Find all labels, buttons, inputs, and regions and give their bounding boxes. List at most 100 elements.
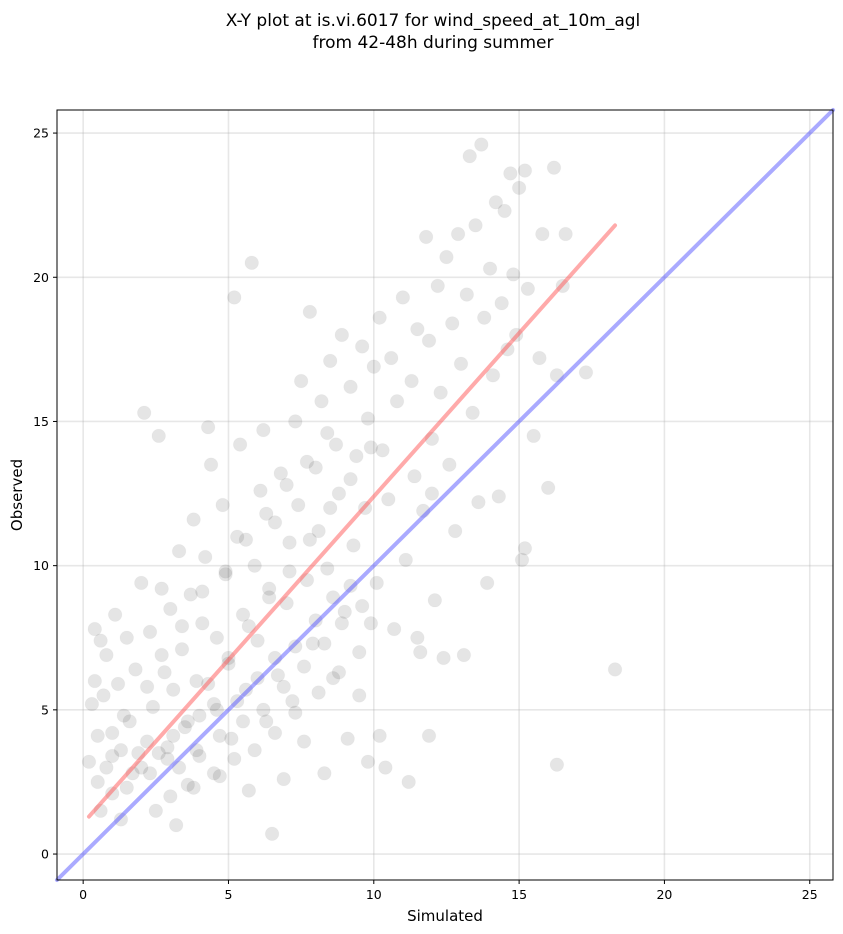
scatter-point <box>236 607 250 622</box>
scatter-point <box>143 766 157 781</box>
scatter-point <box>308 613 323 628</box>
scatter-point <box>160 752 175 766</box>
scatter-point <box>410 322 425 336</box>
scatter-point <box>477 310 492 325</box>
scatter-point <box>335 616 349 631</box>
scatter-point <box>491 489 506 504</box>
scatter-point <box>218 567 233 582</box>
scatter-point <box>183 587 198 602</box>
scatter-point <box>146 700 160 714</box>
scatter-point <box>239 532 253 547</box>
plot-frame <box>56 109 834 881</box>
scatter-point <box>387 622 401 636</box>
scatter-point <box>608 662 622 677</box>
scatter-point <box>459 287 474 302</box>
x-tick-label: 5 <box>224 887 232 902</box>
scatter-point <box>471 495 486 510</box>
line-series-1 <box>87 223 617 819</box>
scatter-point <box>105 726 120 740</box>
scatter-point <box>483 261 497 276</box>
scatter-point <box>364 616 378 631</box>
scatter-point <box>227 290 242 305</box>
scatter-point <box>137 406 151 420</box>
scatter-point <box>233 437 247 452</box>
y-tick-label: 15 <box>33 414 49 429</box>
scatter-point <box>285 694 300 708</box>
scatter-point <box>87 622 102 636</box>
scatter-point <box>535 227 550 241</box>
scatter-point <box>279 478 294 492</box>
scatter-point <box>253 483 268 498</box>
y-tick-label: 20 <box>33 270 49 285</box>
scatter-point <box>355 339 369 354</box>
grid-layer <box>57 110 833 880</box>
scatter-point <box>494 296 509 311</box>
scatter-point <box>195 584 210 599</box>
scatter-point <box>149 803 163 818</box>
scatter-point <box>300 455 314 469</box>
scatter-point <box>521 282 535 296</box>
scatter-point <box>317 766 332 781</box>
scatter-point <box>163 789 178 804</box>
scatter-point <box>114 743 128 758</box>
scatter-point <box>242 783 256 798</box>
scatter-point <box>175 619 189 634</box>
scatter-point <box>195 616 210 631</box>
scatter-point <box>276 772 291 786</box>
scatter-point <box>375 443 390 458</box>
scatter-point <box>384 351 399 365</box>
lines-layer <box>55 108 835 882</box>
scatter-point <box>410 630 425 645</box>
scatter-point <box>268 515 282 530</box>
scatter-point <box>323 354 337 368</box>
scatter-point <box>207 697 221 711</box>
scatter-point <box>154 581 169 596</box>
y-tick-label: 0 <box>41 847 49 862</box>
scatter-point <box>390 394 404 409</box>
scatter-point <box>105 749 120 763</box>
scatter-point <box>547 160 561 175</box>
scatter-point <box>468 218 483 233</box>
scatter-point <box>282 535 297 550</box>
scatter-point <box>262 581 276 596</box>
scatter-point <box>497 204 512 218</box>
scatter-point <box>271 668 285 683</box>
scatter-point <box>242 619 256 634</box>
scatter-point <box>323 501 337 515</box>
scatter-point <box>364 440 378 455</box>
scatter-point <box>526 429 541 443</box>
scatter-point <box>154 648 169 662</box>
scatter-point <box>99 760 114 775</box>
scatter-point <box>276 679 291 694</box>
scatter-point <box>349 449 364 463</box>
scatter-point <box>320 426 335 440</box>
scatter-point <box>87 674 102 688</box>
scatter-point <box>82 754 96 769</box>
scatter-point <box>378 760 393 775</box>
scatter-point <box>247 743 262 758</box>
x-tick-label: 25 <box>802 887 818 902</box>
scatter-point <box>320 561 335 576</box>
scatter-point <box>396 290 410 305</box>
x-axis-label: Simulated <box>407 907 483 925</box>
scatter-point <box>230 530 244 544</box>
scatter-point <box>207 766 221 781</box>
scatter-point <box>108 607 122 622</box>
scatter-point <box>201 420 215 435</box>
scatter-point <box>239 682 253 697</box>
scatter-point <box>114 812 128 827</box>
scatter-point <box>474 137 489 152</box>
scatter-point <box>480 576 494 590</box>
scatter-point <box>247 558 262 573</box>
scatter-point <box>256 703 271 717</box>
scatter-point <box>457 648 471 662</box>
scatter-point <box>532 351 547 365</box>
scatter-point <box>361 411 375 426</box>
chart-title-line-1: X-Y plot at is.vi.6017 for wind_speed_at… <box>226 11 641 31</box>
scatter-point <box>256 423 271 437</box>
scatter-point <box>198 550 213 564</box>
scatter-point <box>518 541 532 556</box>
scatter-point <box>343 472 358 486</box>
scatter-point <box>186 780 201 795</box>
